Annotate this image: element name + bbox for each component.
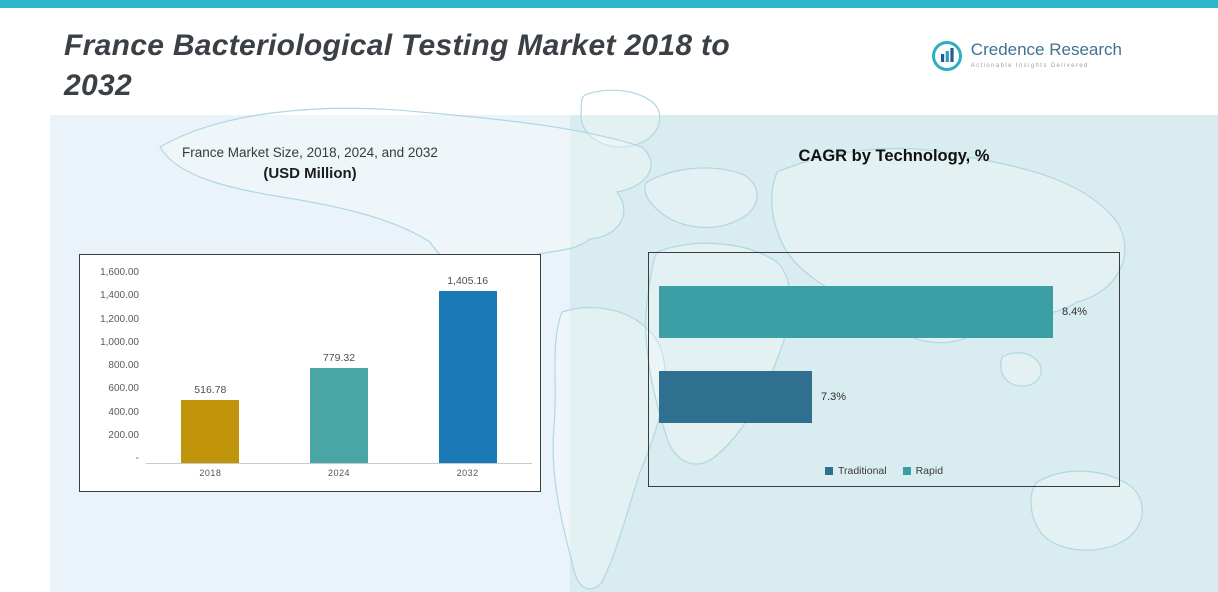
x-axis-category-label: 2024: [327, 468, 350, 478]
page-title: France Bacteriological Testing Market 20…: [64, 26, 730, 105]
y-axis-tick-label: 1,600.00: [100, 267, 139, 278]
y-axis-tick-label: 200.00: [108, 429, 139, 441]
y-axis-tick-label: -: [135, 453, 139, 464]
y-axis-tick-label: 600.00: [108, 383, 139, 395]
legend-swatch: [902, 467, 911, 475]
horizontal-bars: 8.4% 7.3%: [649, 253, 1119, 423]
y-axis-tick-label: 800.00: [108, 360, 139, 371]
x-axis: 2018 2024 2032: [146, 468, 532, 478]
legend-item-traditional: Traditional: [824, 465, 887, 477]
x-axis-category-label: 2032: [456, 468, 479, 478]
market-size-chart-subtitle: (USD Million): [263, 165, 357, 182]
bar-traditional: [659, 371, 812, 423]
plot-area: 516.78 779.32 1,405.16 2018 2024 2032: [146, 268, 532, 485]
page-title-line2: 2032: [64, 68, 132, 102]
legend-label: Rapid: [915, 465, 944, 477]
bar-plot: 516.78 779.32 1,405.16: [146, 268, 532, 464]
legend-item-rapid: Rapid: [902, 465, 944, 477]
y-axis: 1,600.00 1,400.00 1,200.00 1,000.00 800.00 60…: [86, 268, 146, 464]
logo-tagline: Actionable Insights Delivered: [970, 63, 1089, 69]
bar-value-label: 7.3%: [821, 391, 847, 403]
bar-rapid: [659, 286, 1053, 338]
bar-value-label: 8.4%: [1062, 306, 1088, 318]
page-title-line1: France Bacteriological Testing Market 20…: [64, 29, 730, 62]
accent-strip: [0, 0, 1218, 8]
bar-group-2024: 779.32: [309, 352, 368, 463]
market-size-bar-chart: 1,600.00 1,400.00 1,200.00 1,000.00 800.00 60…: [79, 254, 541, 492]
legend-swatch: [824, 467, 833, 475]
bar-value-label: 516.78: [194, 384, 227, 396]
y-axis-tick-label: 1,400.00: [100, 290, 139, 302]
chart-legend: Traditional Rapid: [649, 465, 1119, 477]
cagr-chart-panel: CAGR by Technology, % 8.4% 7.3% Tradition…: [570, 115, 1218, 487]
bar-chart-circle-icon: [931, 40, 963, 77]
bar-group-2018: 516.78: [181, 384, 240, 463]
bar-2018: [181, 400, 240, 463]
market-size-chart-title: France Market Size, 2018, 2024, and 2032: [182, 145, 438, 160]
y-axis-tick-label: 1,200.00: [100, 313, 139, 325]
x-axis-category-label: 2018: [199, 468, 222, 478]
logo-text: Credence Research Actionable Insights De…: [971, 40, 1122, 69]
cagr-bar-chart: 8.4% 7.3% Traditional Rapid: [648, 252, 1120, 487]
credence-research-logo: Credence Research Actionable Insights De…: [931, 40, 1122, 77]
logo-name: Credence Research: [970, 40, 1122, 59]
legend-label: Traditional: [837, 465, 887, 477]
bar-2024: [309, 368, 368, 463]
bar-2032: [438, 291, 497, 463]
bar-value-label: 1,405.16: [447, 275, 489, 287]
cagr-chart-title: CAGR by Technology, %: [798, 147, 990, 165]
content: France Market Size, 2018, 2024, and 2032…: [0, 89, 1218, 592]
y-axis-tick-label: 1,000.00: [100, 336, 139, 348]
bar-value-label: 779.32: [322, 352, 356, 364]
header: France Bacteriological Testing Market 20…: [0, 8, 1218, 115]
market-size-chart-panel: France Market Size, 2018, 2024, and 2032…: [50, 115, 570, 492]
bar-group-2032: 1,405.16: [438, 275, 497, 463]
hbar-row-rapid: 8.4%: [659, 286, 1119, 338]
y-axis-tick-label: 400.00: [108, 406, 139, 418]
hbar-row-traditional: 7.3%: [659, 371, 1119, 423]
